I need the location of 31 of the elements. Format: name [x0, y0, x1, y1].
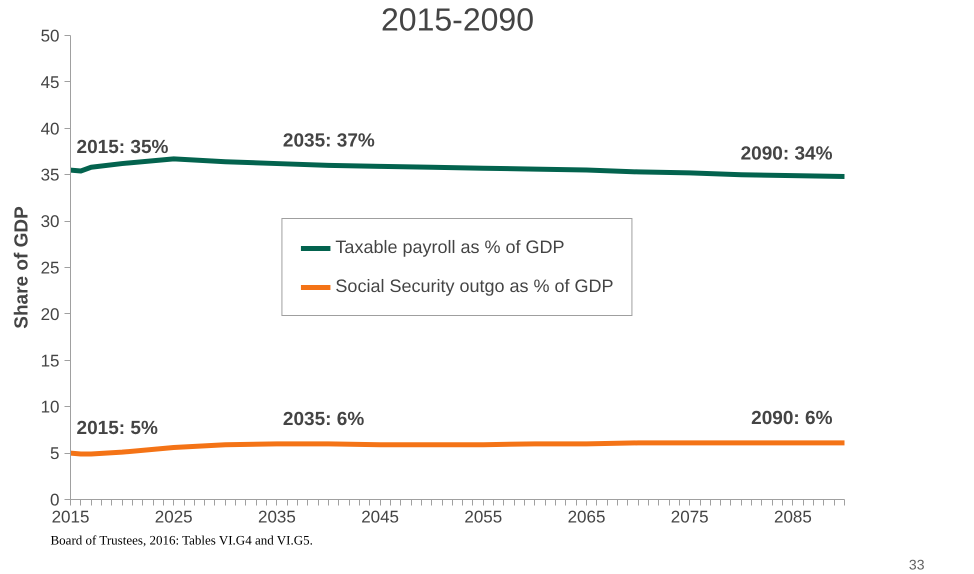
x-tick-label: 2045 [361, 508, 400, 526]
y-tick-label: 15 [40, 351, 60, 370]
y-tick-label: 45 [40, 72, 60, 92]
legend-label: Social Security outgo as % of GDP [335, 276, 614, 297]
x-tick-label: 2025 [154, 508, 193, 526]
annotation: 2090: 6% [751, 408, 833, 429]
annotation: 2015: 35% [76, 137, 169, 158]
chart-title: 2015-2090 [380, 2, 534, 38]
x-tick-label: 2075 [670, 508, 709, 526]
y-tick-label: 25 [40, 258, 60, 278]
y-tick-label: 50 [40, 26, 60, 46]
x-tick-label: 2055 [464, 508, 502, 526]
y-tick-label: 10 [40, 398, 60, 417]
x-tick-label: 2065 [568, 508, 606, 526]
annotation: 2015: 5% [76, 418, 158, 440]
annotation: 2035: 6% [282, 408, 364, 430]
x-tick-label: 2035 [258, 508, 296, 526]
annotation: 2035: 37% [282, 130, 375, 152]
text: Board of Trustees, 2016: Tables VI.G4 and VI.G5. [50, 532, 313, 548]
y-tick-label: 30 [40, 212, 60, 232]
y-tick-label: 40 [40, 119, 60, 138]
y-tick-label: 35 [40, 166, 60, 185]
y-tick-label: 5 [50, 444, 60, 464]
x-tick-label: 2015 [52, 508, 90, 526]
x-tick-label: 2085 [774, 508, 812, 526]
y-axis-title: Share of GDP [12, 206, 33, 329]
y-tick-label: 0 [50, 490, 60, 510]
text: 33 [908, 556, 925, 572]
y-tick-label: 20 [40, 304, 60, 324]
annotation: 2090: 34% [740, 144, 833, 165]
legend-label: Taxable payroll as % of GDP [335, 237, 565, 258]
